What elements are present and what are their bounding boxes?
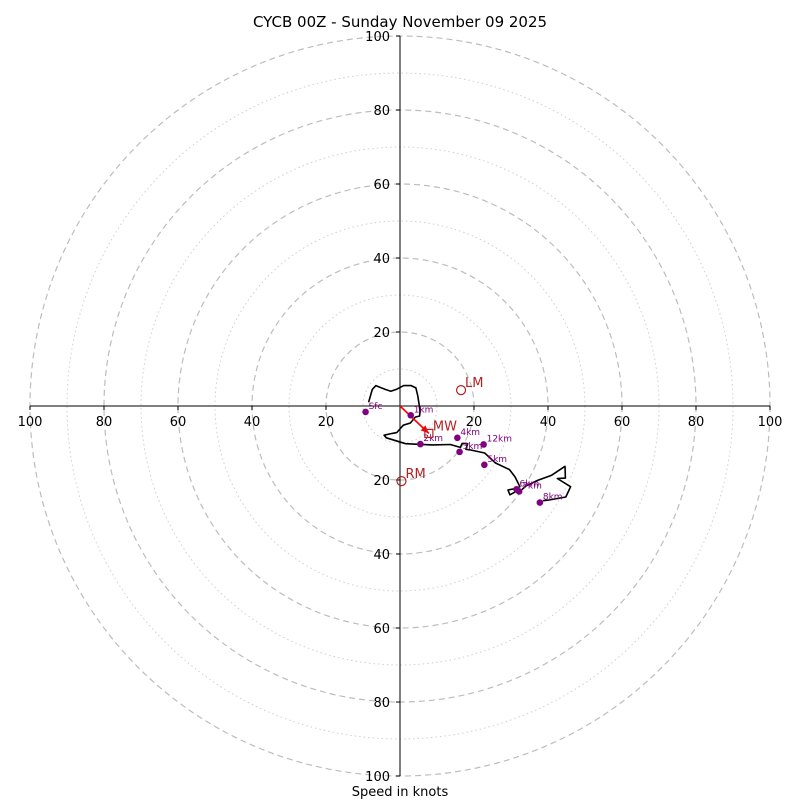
- storm-motion-markers: LM MW RM: [396, 376, 484, 487]
- height-marker-8km: [536, 499, 544, 506]
- height-marker-3km: [456, 448, 463, 456]
- x-tick-label: 60: [170, 415, 187, 430]
- storm-motion-label-LM: LM: [465, 376, 483, 391]
- height-marker-5km: [481, 461, 488, 469]
- height-label-7km: 7km: [522, 481, 542, 491]
- y-tick-label: 20: [373, 474, 390, 489]
- x-tick-label: 40: [244, 415, 261, 430]
- height-label-6km: 6km: [520, 479, 540, 489]
- x-tick-label: 40: [540, 415, 557, 430]
- y-tick-label: 100: [365, 770, 390, 785]
- y-tick-label: 80: [373, 696, 390, 711]
- height-label-1km: 1km: [414, 405, 434, 415]
- height-marker-4km: [454, 434, 461, 442]
- axes: 100 80 60 40 20 20 40 60 80 100 100 80 60 40 20 20 40 60 8…: [18, 30, 783, 785]
- x-tick-label: 80: [96, 415, 113, 430]
- height-label-5km: 5km: [487, 455, 507, 465]
- storm-motion-label-RM: RM: [405, 467, 425, 482]
- height-label-4km: 4km: [460, 428, 480, 438]
- height-label-2km: 2km: [423, 434, 443, 444]
- height-label-3km: 3km: [463, 442, 483, 452]
- x-tick-label: 80: [688, 415, 705, 430]
- wind-profile: [367, 384, 572, 502]
- y-tick-label: 100: [365, 30, 390, 45]
- height-marker-Sfc: [362, 408, 369, 416]
- chart-title: CYCB 00Z - Sunday November 09 2025: [253, 13, 547, 31]
- x-tick-label: 100: [758, 415, 783, 430]
- height-marker-7km: [515, 488, 523, 495]
- storm-motion-marker-RM: [396, 476, 407, 487]
- y-tick-label: 80: [373, 104, 390, 119]
- storm-motion-marker-MW: [424, 428, 434, 438]
- y-tick-label: 60: [373, 178, 390, 193]
- x-tick-label: 20: [318, 415, 335, 430]
- y-tick-label: 20: [373, 326, 390, 341]
- height-label-12km: 12km: [487, 434, 512, 444]
- storm-motion-marker-LM: [455, 384, 467, 396]
- hodograph-trace: [367, 384, 572, 502]
- height-label-8km: 8km: [543, 493, 563, 503]
- y-tick-label: 40: [373, 548, 390, 563]
- height-marker-2km: [417, 440, 424, 448]
- x-tick-label: 60: [614, 415, 631, 430]
- x-tick-label: 100: [18, 415, 43, 430]
- height-marker-12km: [480, 441, 487, 448]
- x-axis-label: Speed in knots: [352, 785, 449, 800]
- height-label-Sfc: Sfc: [369, 402, 383, 412]
- x-tick-label: 20: [466, 415, 483, 430]
- storm-motion-label-MW: MW: [433, 419, 457, 434]
- y-tick-label: 60: [373, 622, 390, 637]
- height-marker-1km: [407, 411, 415, 419]
- y-tick-label: 40: [373, 252, 390, 267]
